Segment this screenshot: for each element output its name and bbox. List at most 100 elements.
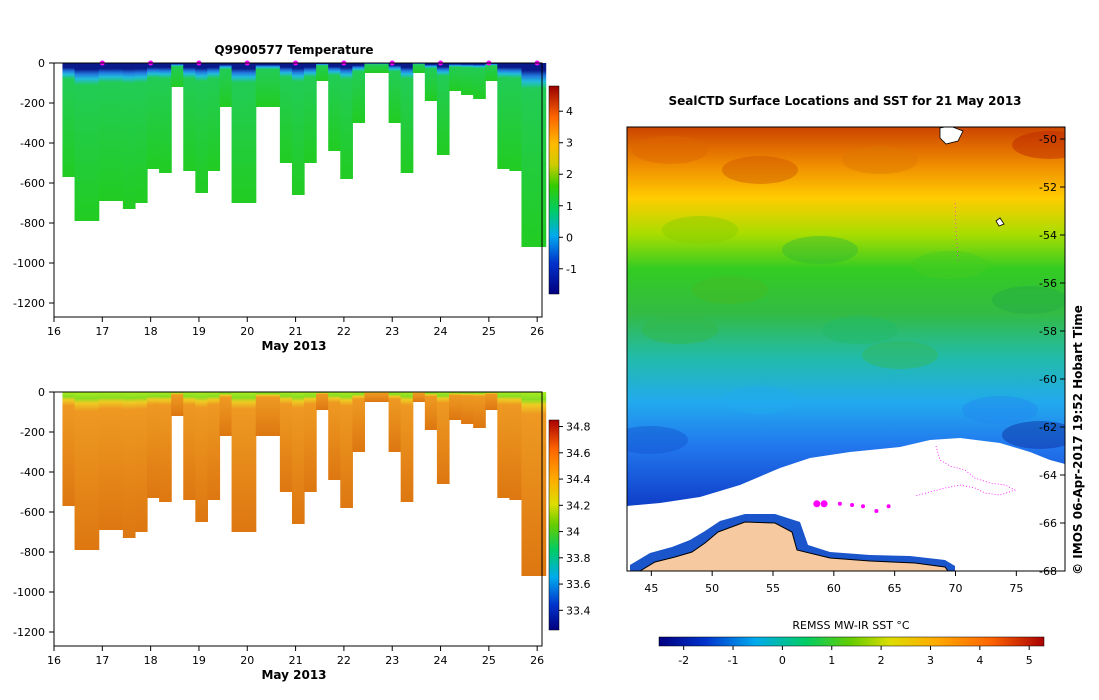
x-tick-label: 18 <box>144 654 158 667</box>
lon-tick-label: 45 <box>644 582 658 595</box>
y-tick-label: 0 <box>38 386 45 399</box>
sst-map-panel: SealCTD Surface Locations and SST for 21… <box>626 94 1085 667</box>
x-tick-label: 23 <box>385 325 399 338</box>
profile-column <box>328 63 341 151</box>
temperature-plot-frame <box>53 62 543 318</box>
profile-column <box>340 63 353 179</box>
profile-column <box>328 392 341 480</box>
profile-column <box>231 63 245 203</box>
profile-column <box>291 63 305 195</box>
x-tick-label: 25 <box>482 654 496 667</box>
sst-colorbar-tick-label: 5 <box>1026 654 1033 667</box>
salinity-plot-frame <box>53 391 543 647</box>
surface-location <box>813 500 821 508</box>
salinity-profile-columns <box>62 392 547 576</box>
sst-colorbar-tick-label: -1 <box>728 654 739 667</box>
profile-column <box>147 392 160 498</box>
sst-colorbar-tick-label: 0 <box>779 654 786 667</box>
colorbar-tick-label: 33.6 <box>566 578 591 591</box>
sst-colorbar-tick-label: 2 <box>878 654 885 667</box>
profile-column <box>195 63 209 193</box>
lat-tick-label: -50 <box>1039 133 1057 146</box>
profile-column <box>98 392 112 530</box>
sst-colorbar <box>658 636 1045 647</box>
profile-column <box>122 392 136 538</box>
lat-tick-label: -54 <box>1039 229 1057 242</box>
lat-tick-label: -64 <box>1039 469 1057 482</box>
profile-column <box>86 63 100 221</box>
temperature-x-label: May 2013 <box>261 339 326 353</box>
sst-colorbar-tick-label: 4 <box>976 654 983 667</box>
colorbar-tick-label: 34.2 <box>566 499 591 512</box>
seal-surface-locations <box>813 500 891 513</box>
colorbar-tick-label: 33.8 <box>566 552 591 565</box>
y-tick-label: -400 <box>20 137 45 150</box>
sst-patch <box>627 426 688 454</box>
profile-column <box>400 63 414 173</box>
salinity-x-label: May 2013 <box>261 668 326 682</box>
salinity-y-axis: 0 -200 -400 -600 -800 -1000 -1200 <box>13 386 54 639</box>
profile-column <box>364 63 378 73</box>
profile-column <box>533 392 547 576</box>
colorbar-tick-label: 0 <box>566 231 573 244</box>
x-tick-label: 22 <box>337 325 351 338</box>
profile-column <box>171 392 184 416</box>
profile-column <box>231 392 245 532</box>
x-tick-label: 16 <box>47 325 61 338</box>
profile-column <box>316 63 329 81</box>
profile-column <box>424 63 438 101</box>
colorbar-tick-label: 4 <box>566 105 573 118</box>
profile-column <box>340 392 353 508</box>
colorbar-tick-label: 34.8 <box>566 421 591 434</box>
profile-column <box>86 392 100 550</box>
colorbar-tick-label: 34.6 <box>566 447 591 460</box>
lat-tick-label: -62 <box>1039 421 1057 434</box>
profile-column <box>255 63 269 107</box>
profile-column <box>448 63 462 91</box>
x-tick-label: 22 <box>337 654 351 667</box>
salinity-colorbar-ticks: 34.8 34.6 34.4 34.2 34 33.8 33.6 33.4 <box>559 421 591 617</box>
x-tick-label: 17 <box>95 654 109 667</box>
lat-tick-label: -60 <box>1039 373 1057 386</box>
profile-column <box>352 63 366 123</box>
map-frame <box>626 126 1066 572</box>
x-tick-label: 19 <box>192 325 206 338</box>
temperature-section-panel: Q9900577 Temperature 0 -200 -400 -600 -800 -1… <box>13 43 577 353</box>
sst-patch <box>912 251 988 279</box>
profile-column <box>497 63 510 169</box>
profile-column <box>74 392 88 550</box>
surface-location <box>874 509 879 513</box>
sst-patch <box>722 156 798 184</box>
profile-column <box>485 63 498 81</box>
sst-colorbar-tick-label: 1 <box>828 654 835 667</box>
profile-column <box>533 63 547 247</box>
sst-patch <box>782 236 858 264</box>
profile-column <box>243 392 257 532</box>
y-tick-label: -200 <box>20 426 45 439</box>
antarctica-land <box>639 521 949 571</box>
profile-column <box>255 392 269 436</box>
sst-colorbar-tick-label: -2 <box>678 654 689 667</box>
profile-column <box>110 63 124 201</box>
x-tick-label: 20 <box>240 654 254 667</box>
sst-patch <box>862 341 938 369</box>
profile-column <box>134 63 148 203</box>
profile-column <box>352 392 366 452</box>
temperature-x-axis: 16 17 18 19 20 21 22 23 24 25 26 <box>47 317 544 338</box>
x-tick-label: 16 <box>47 654 61 667</box>
latitude-axis: -50 -52 -54 -56 -58 -60 -62 -64 -66 -68 <box>1039 133 1065 578</box>
profile-column <box>497 392 510 498</box>
profile-column <box>473 63 486 99</box>
x-tick-label: 26 <box>530 654 544 667</box>
profile-column <box>400 392 414 502</box>
profile-column <box>473 392 486 428</box>
profile-column <box>219 63 233 107</box>
x-tick-label: 25 <box>482 325 496 338</box>
sst-patch <box>642 316 718 344</box>
profile-column <box>461 63 474 95</box>
profile-column <box>279 63 293 163</box>
salinity-colorbar <box>548 419 560 631</box>
y-tick-label: -600 <box>20 177 45 190</box>
lat-tick-label: -52 <box>1039 181 1057 194</box>
profile-column <box>509 63 523 171</box>
